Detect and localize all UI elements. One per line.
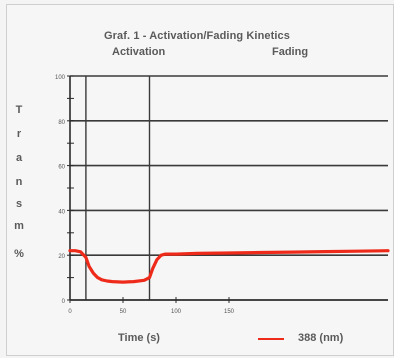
y-tick-label-0: 0 xyxy=(62,299,66,305)
ylabel-letter-5: s xyxy=(15,198,23,210)
x-axis-label: Time (s) xyxy=(118,332,160,344)
y-tick-label-100: 100 xyxy=(55,75,66,81)
chart-title: Graf. 1 - Activation/Fading Kinetics xyxy=(104,30,290,42)
ylabel-letter-6: m xyxy=(14,220,24,232)
x-tick-label-100: 100 xyxy=(171,309,182,315)
ylabel-letter-4: n xyxy=(15,176,23,188)
region-label-activation: Activation xyxy=(112,46,166,58)
region-label-fading: Fading xyxy=(272,46,309,58)
y-tick-label-80: 80 xyxy=(58,120,65,126)
x-tick-label-150: 150 xyxy=(224,309,235,315)
ylabel-letter-1: T xyxy=(15,104,23,116)
legend-swatch-388nm xyxy=(258,338,284,340)
y-tick-label-40: 40 xyxy=(58,209,65,215)
y-tick-label-60: 60 xyxy=(58,165,65,171)
y-tick-label-20: 20 xyxy=(58,254,65,260)
legend-label-388nm: 388 (nm) xyxy=(298,332,344,344)
x-tick-label-50: 50 xyxy=(120,309,127,315)
ylabel-letter-2: r xyxy=(16,128,22,140)
ylabel-letter-3: a xyxy=(15,152,23,164)
ylabel-letter-7: % xyxy=(14,248,24,260)
series-line-1 xyxy=(68,249,390,284)
x-tick-label-0: 0 xyxy=(68,309,72,315)
